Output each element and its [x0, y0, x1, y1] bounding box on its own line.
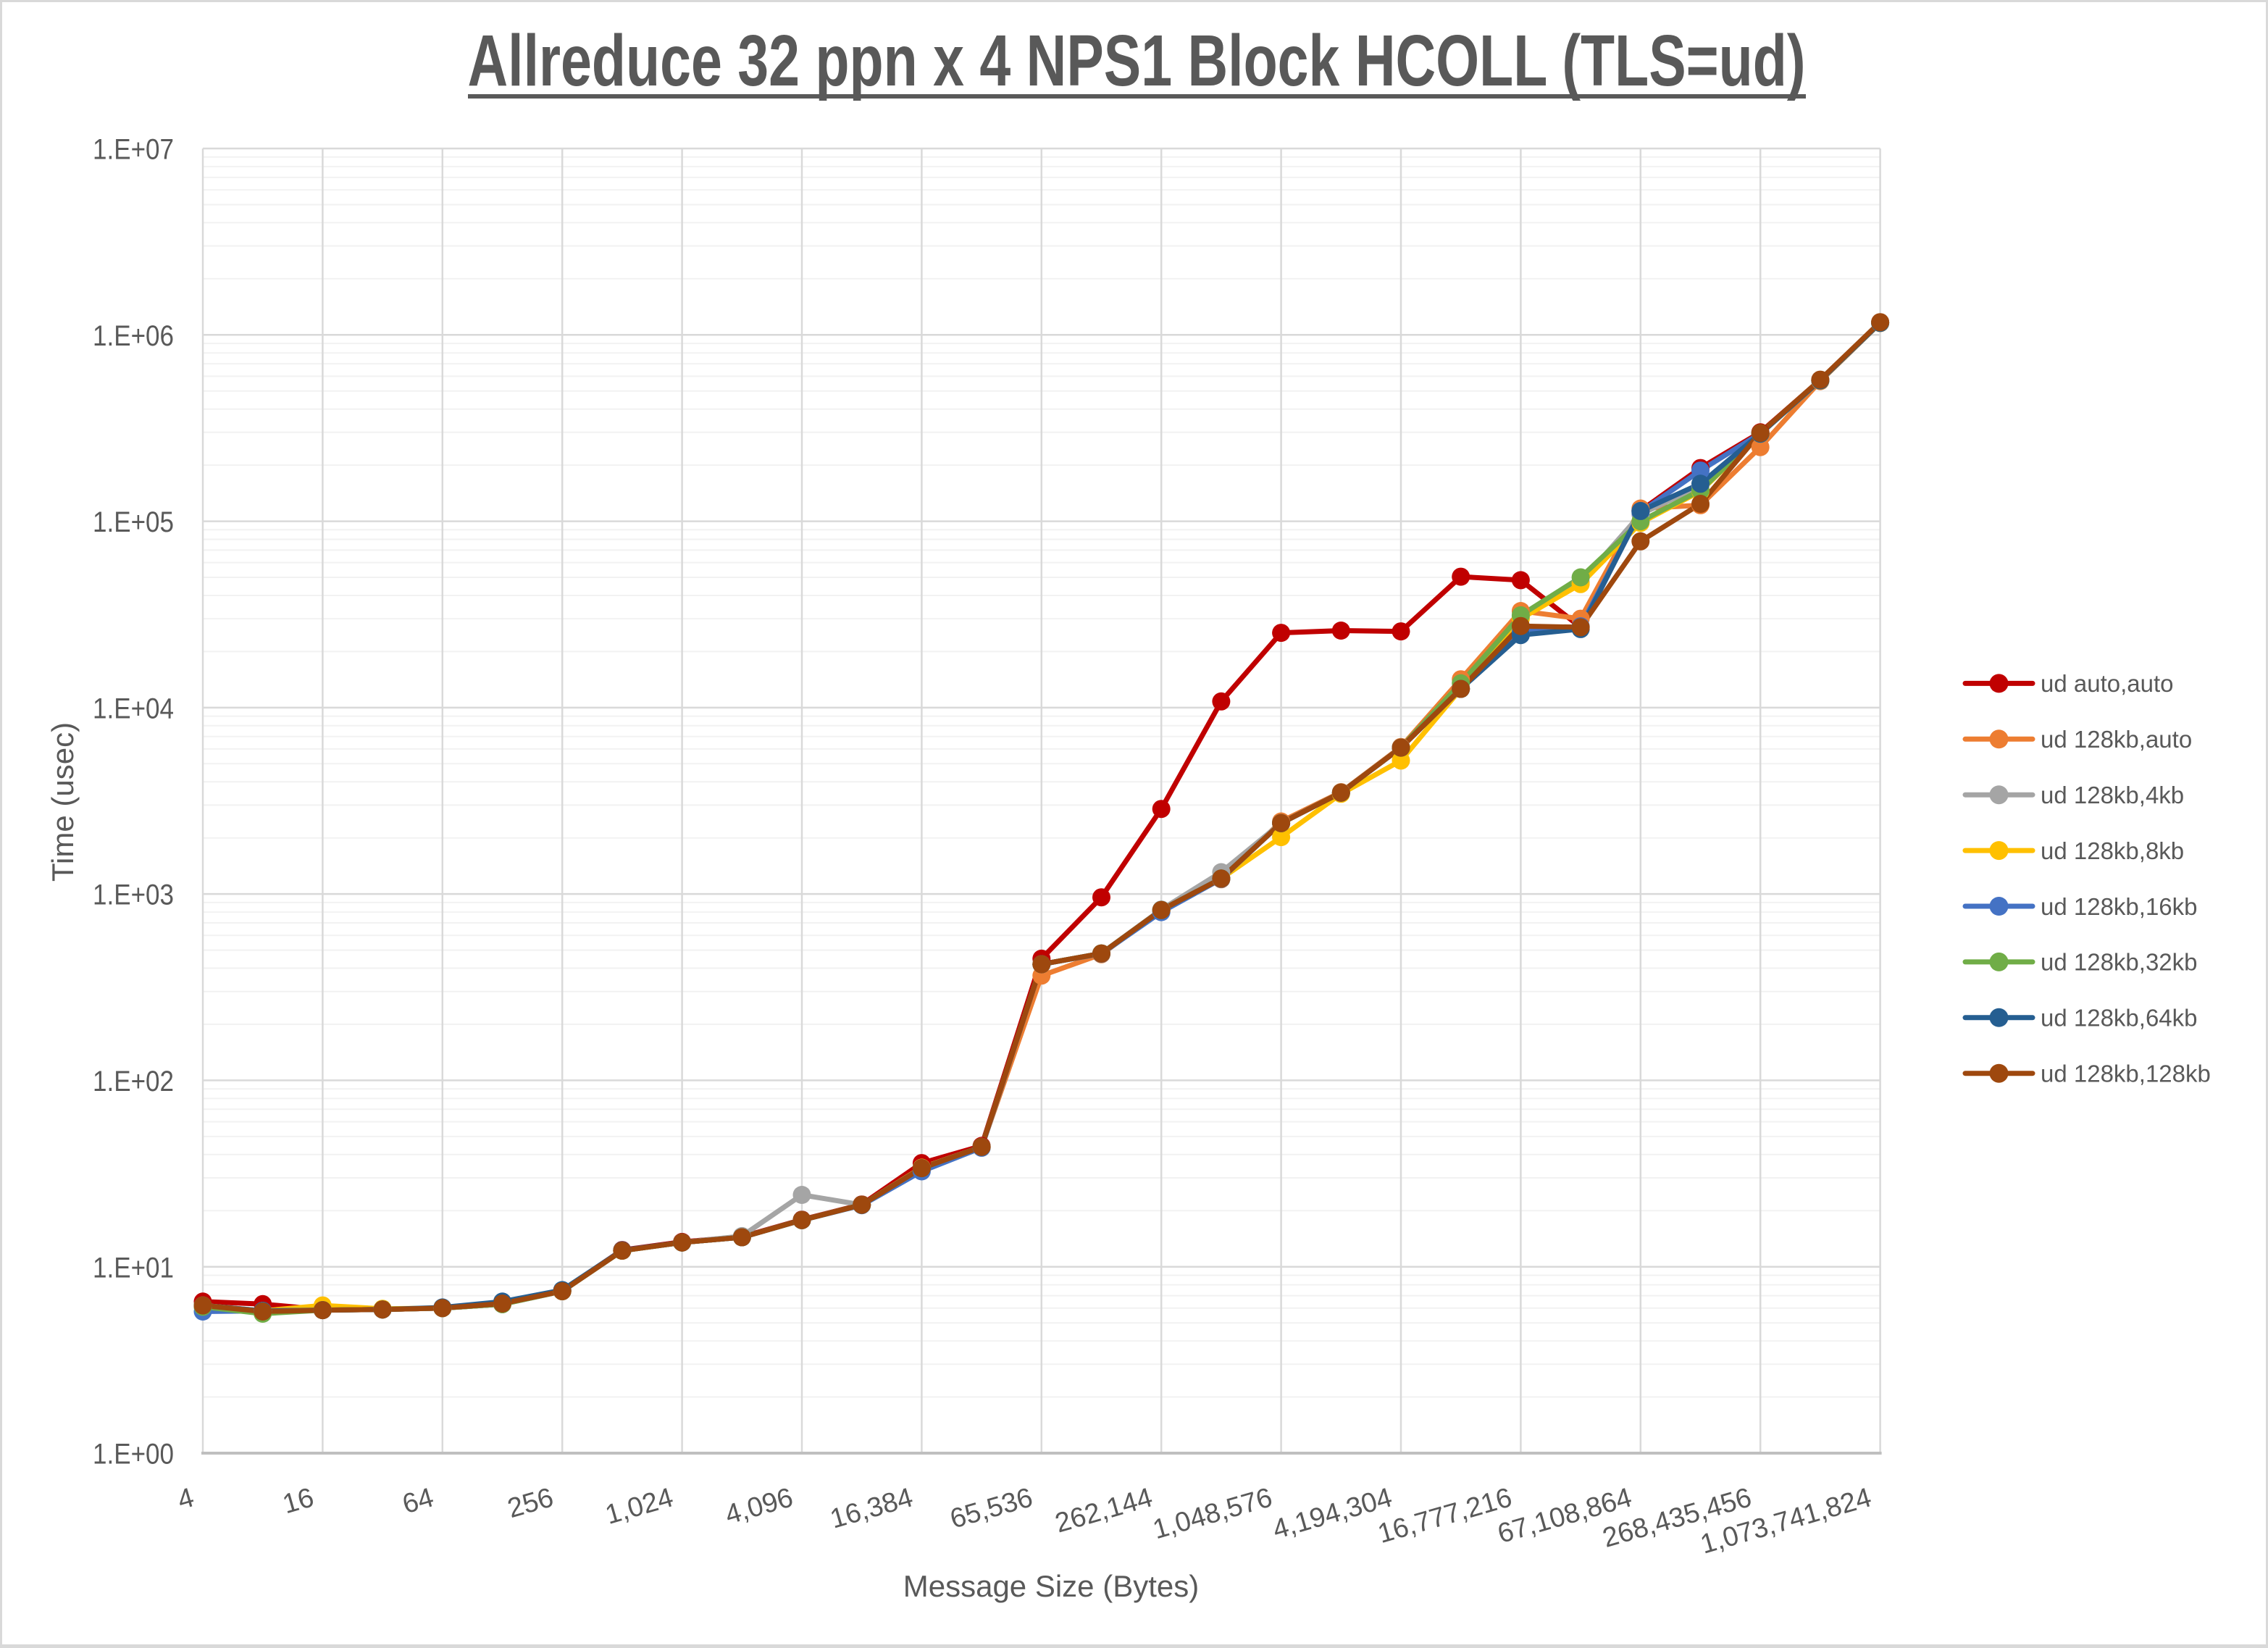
svg-text:Message Size (Bytes): Message Size (Bytes)	[903, 1569, 1199, 1603]
svg-text:1.E+03: 1.E+03	[93, 879, 174, 911]
svg-text:ud 128kb,16kb: ud 128kb,16kb	[2041, 893, 2198, 920]
svg-text:1.E+06: 1.E+06	[93, 320, 174, 352]
svg-text:1.E+01: 1.E+01	[93, 1252, 174, 1284]
svg-text:ud auto,auto: ud auto,auto	[2041, 670, 2174, 697]
svg-text:ud 128kb,128kb: ud 128kb,128kb	[2041, 1061, 2211, 1087]
svg-text:ud 128kb,64kb: ud 128kb,64kb	[2041, 1005, 2198, 1032]
svg-text:1.E+00: 1.E+00	[93, 1439, 174, 1471]
svg-text:Time (usec): Time (usec)	[46, 722, 80, 882]
svg-text:ud 128kb,32kb: ud 128kb,32kb	[2041, 949, 2198, 976]
svg-text:ud 128kb,auto: ud 128kb,auto	[2041, 726, 2192, 753]
svg-text:1.E+02: 1.E+02	[93, 1066, 174, 1097]
svg-text:1.E+07: 1.E+07	[93, 134, 174, 166]
svg-text:ud 128kb,8kb: ud 128kb,8kb	[2041, 837, 2184, 864]
svg-text:Allreduce 32 ppn x 4 NPS1 Bloc: Allreduce 32 ppn x 4 NPS1 Block HCOLL (T…	[468, 20, 1806, 101]
svg-text:ud 128kb,4kb: ud 128kb,4kb	[2041, 782, 2184, 808]
svg-text:1.E+04: 1.E+04	[93, 693, 174, 725]
svg-text:1.E+05: 1.E+05	[93, 506, 174, 538]
